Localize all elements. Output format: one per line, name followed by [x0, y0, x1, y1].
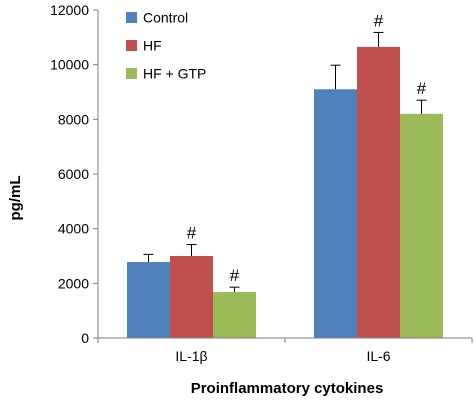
y-tick-label: 0 — [81, 330, 89, 346]
bar — [314, 89, 357, 339]
legend-label: Control — [143, 10, 188, 26]
bar — [170, 256, 213, 338]
significance-marks: # # # # — [187, 11, 427, 285]
y-axis-title: pg/mL — [7, 176, 24, 221]
x-axis: IL-1β IL-6 — [97, 337, 473, 364]
significance-mark: # — [187, 224, 197, 243]
y-tick-label: 6000 — [58, 166, 89, 182]
bars — [127, 46, 443, 339]
significance-mark: # — [374, 11, 384, 30]
bar — [357, 46, 400, 339]
error-bars — [143, 31, 427, 293]
y-tick-label: 10000 — [50, 57, 89, 73]
legend-swatch — [126, 68, 137, 79]
legend: Control HF HF + GTP — [126, 10, 206, 82]
bar — [127, 262, 170, 338]
bar — [400, 113, 443, 338]
x-axis-title: Proinflammatory cytokines — [191, 380, 384, 397]
x-tick-label: IL-1β — [175, 348, 207, 364]
significance-mark: # — [417, 79, 427, 98]
significance-mark: # — [230, 266, 240, 285]
legend-swatch — [126, 40, 137, 51]
y-tick-label: 2000 — [58, 275, 89, 291]
x-tick-label: IL-6 — [366, 348, 390, 364]
legend-label: HF + GTP — [143, 66, 206, 82]
y-axis: 0 2000 4000 6000 8000 10000 12000 — [50, 2, 99, 346]
y-tick-label: 12000 — [50, 2, 89, 18]
bar — [213, 292, 256, 338]
legend-swatch — [126, 12, 137, 23]
legend-label: HF — [143, 38, 162, 54]
y-tick-label: 8000 — [58, 111, 89, 127]
y-tick-label: 4000 — [58, 221, 89, 237]
